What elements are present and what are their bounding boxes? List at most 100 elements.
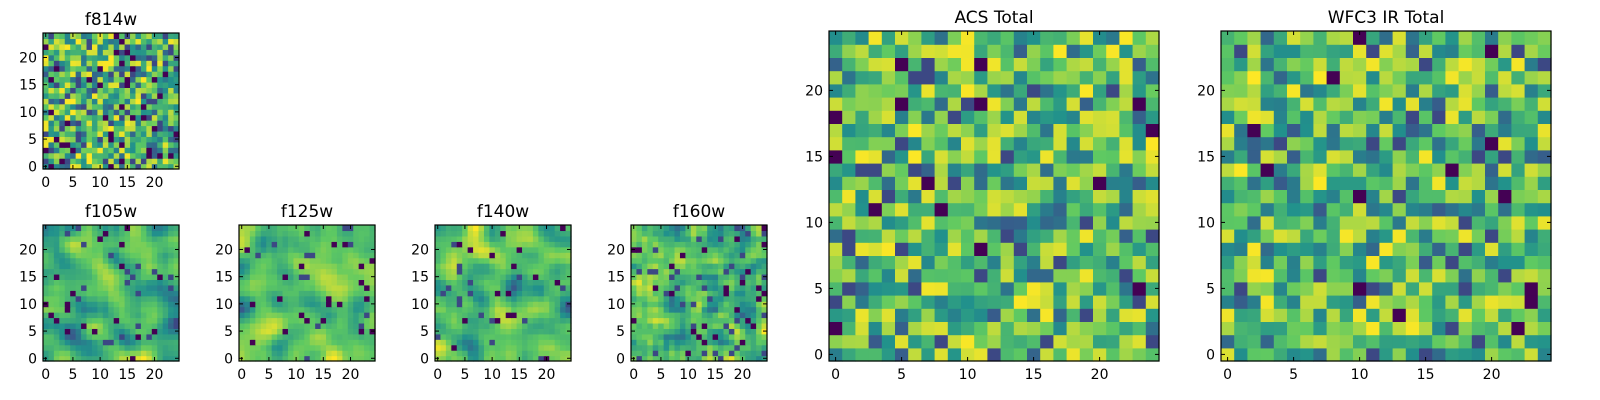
heatmap-cell	[554, 252, 561, 259]
heatmap-cell	[718, 290, 725, 297]
heatmap-cell	[895, 215, 909, 230]
heatmap-cell	[162, 60, 169, 67]
heatmap-cell	[1458, 123, 1473, 138]
heatmap-cell	[1471, 57, 1486, 72]
heatmap-cell	[674, 246, 681, 253]
heatmap-cell	[146, 147, 153, 154]
heatmap-cell	[146, 241, 153, 248]
heatmap-cell	[658, 230, 665, 237]
heatmap-cell	[489, 279, 496, 286]
heatmap-cell	[342, 350, 349, 357]
heatmap-cell	[97, 301, 104, 308]
heatmap-cell	[53, 60, 60, 67]
heatmap-cell	[712, 290, 719, 297]
heatmap-cell	[239, 295, 246, 302]
heatmap-cell	[1132, 242, 1147, 256]
heatmap-cell	[1053, 176, 1068, 190]
heatmap-cell	[1326, 215, 1341, 230]
heatmap-cell	[157, 290, 164, 297]
heatmap-cell	[1498, 295, 1512, 309]
heatmap-cell	[456, 339, 463, 346]
heatmap-cell	[895, 255, 909, 270]
heatmap-cell	[1053, 31, 1068, 45]
heatmap-cell	[64, 317, 71, 324]
heatmap-cell	[1537, 308, 1552, 322]
heatmap-cell	[674, 235, 681, 242]
heatmap-cell	[59, 257, 66, 264]
heatmap-cell	[1119, 70, 1134, 85]
heatmap-cell	[527, 306, 534, 313]
heatmap-cell	[565, 279, 572, 286]
heatmap-cell	[483, 268, 490, 275]
heatmap-cell	[451, 322, 458, 329]
heatmap-cell	[124, 263, 131, 270]
heatmap-cell	[1013, 149, 1028, 164]
heatmap-cell	[663, 246, 670, 253]
heatmap-cell	[48, 120, 55, 127]
heatmap-cell	[987, 242, 1002, 256]
heatmap-cell	[456, 344, 463, 351]
heatmap-cell	[1511, 163, 1526, 177]
heatmap-cell	[86, 328, 93, 335]
heatmap-cell	[342, 295, 349, 302]
heatmap-cell	[1458, 189, 1473, 204]
heatmap-cell	[1145, 202, 1160, 217]
heatmap-cell	[445, 333, 452, 340]
heatmap-cell	[369, 263, 376, 270]
heatmap-cell	[549, 246, 556, 253]
heatmap-cell	[124, 290, 131, 297]
heatmap-cell	[451, 306, 458, 313]
heatmap-cell	[647, 252, 654, 259]
heatmap-cell	[81, 114, 88, 121]
heatmap-cell	[135, 322, 142, 329]
heatmap-cell	[527, 339, 534, 346]
heatmap-cell	[70, 125, 77, 132]
heatmap-cell	[151, 65, 158, 72]
heatmap-cell	[119, 333, 126, 340]
heatmap-cell	[516, 322, 523, 329]
heatmap-cell	[309, 322, 316, 329]
heatmap-cell	[511, 252, 518, 259]
heatmap-cell	[70, 295, 77, 302]
heatmap-cell	[146, 60, 153, 67]
heatmap-cell	[718, 284, 725, 291]
heatmap-cell	[97, 65, 104, 72]
heatmap-cell	[108, 257, 115, 264]
heatmap-cell	[315, 317, 322, 324]
heatmap-cell	[298, 225, 305, 232]
heatmap-cell	[1300, 229, 1314, 243]
heatmap-cell	[1093, 123, 1107, 138]
heatmap-cell	[157, 120, 164, 127]
heatmap-cell	[64, 152, 71, 159]
heatmap-cell	[157, 301, 164, 308]
heatmap-cell	[1419, 334, 1433, 349]
heatmap-cell	[162, 312, 169, 319]
heatmap-cell	[293, 268, 300, 275]
x-tick-label: 10	[91, 175, 109, 191]
heatmap-cell	[522, 290, 529, 297]
heatmap-cell	[81, 141, 88, 148]
heatmap-cell	[868, 31, 883, 45]
heatmap-cell	[718, 252, 725, 259]
heatmap-cell	[59, 98, 66, 105]
heatmap-cell	[1221, 215, 1235, 230]
heatmap-cell	[369, 317, 376, 324]
heatmap-cell	[451, 295, 458, 302]
heatmap-cell	[353, 322, 360, 329]
heatmap-cell	[723, 284, 730, 291]
heatmap-cell	[1524, 308, 1539, 322]
heatmap-cell	[538, 322, 545, 329]
heatmap-cell	[108, 312, 115, 319]
heatmap-cell	[81, 350, 88, 357]
heatmap-cell	[91, 246, 98, 253]
heatmap-cell	[712, 350, 719, 357]
heatmap-cell	[707, 344, 714, 351]
heatmap-cell	[1234, 215, 1248, 230]
heatmap-cell	[173, 65, 180, 72]
y-tick-label: 20	[19, 242, 37, 258]
heatmap-cell	[636, 279, 643, 286]
heatmap-cell	[1339, 255, 1354, 270]
heatmap-cell	[1221, 70, 1235, 85]
heatmap-cell	[1313, 163, 1328, 177]
heatmap-cell	[369, 241, 376, 248]
